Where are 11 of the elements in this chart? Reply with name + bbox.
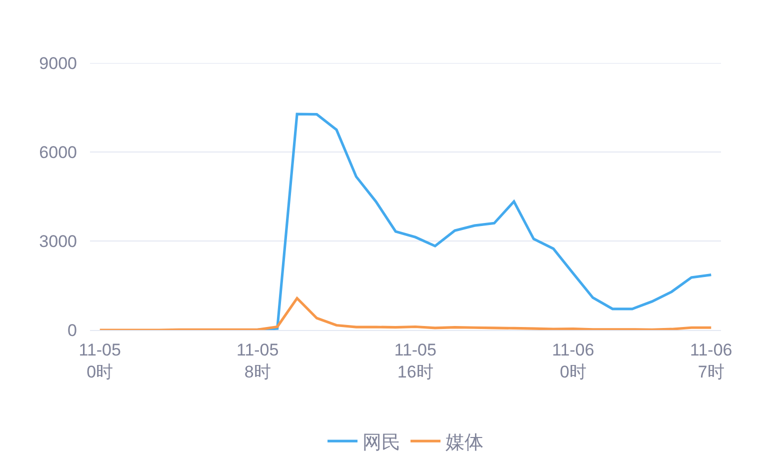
legend-label: 媒体 — [446, 432, 484, 454]
x-tick-label: 11-05 16时 — [394, 340, 436, 382]
x-tick-label: 11-06 7时 — [690, 340, 732, 382]
legend-label: 网民 — [362, 432, 400, 454]
y-tick-label: 0 — [68, 320, 77, 340]
x-tick-label: 11-06 0时 — [552, 340, 594, 382]
x-tick-label: 11-05 0时 — [78, 340, 121, 382]
x-tick-label: 11-05 8时 — [236, 340, 279, 382]
y-tick-label: 9000 — [39, 54, 77, 73]
y-tick-label: 3000 — [39, 232, 77, 251]
y-tick-label: 6000 — [39, 142, 77, 162]
